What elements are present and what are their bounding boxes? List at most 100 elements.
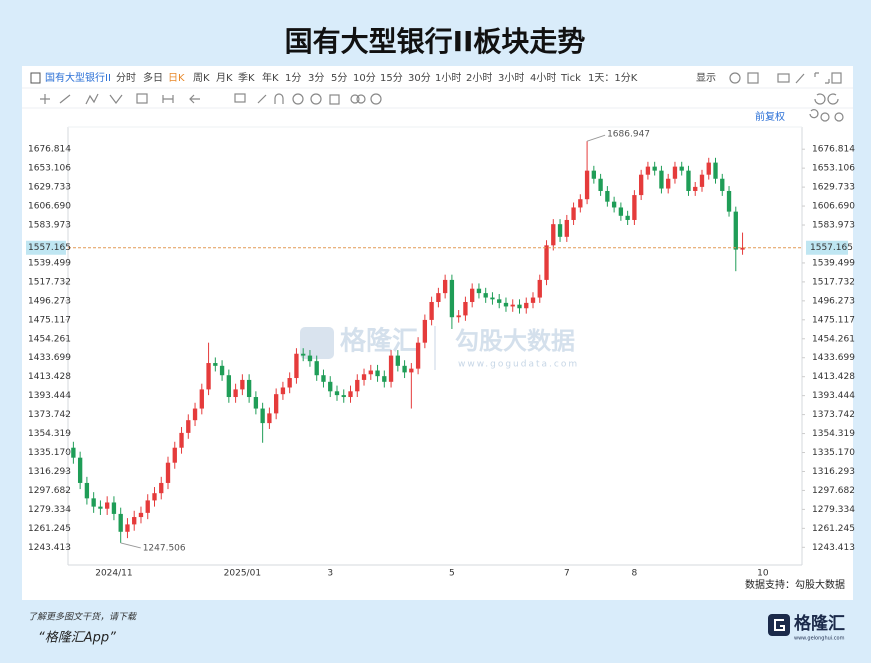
- tool-icon[interactable]: [109, 94, 123, 104]
- candle-body: [314, 361, 319, 376]
- tool-icon[interactable]: [356, 94, 366, 104]
- y-tick-label: 1517.732: [28, 277, 71, 287]
- tool-icon[interactable]: [329, 94, 340, 105]
- candle-body: [199, 389, 204, 409]
- candle-body: [361, 374, 367, 380]
- candle-body: [415, 342, 421, 369]
- candle-body: [442, 279, 448, 294]
- candle-body: [476, 288, 482, 294]
- tool-icon[interactable]: [274, 93, 284, 104]
- tool-icon[interactable]: [40, 94, 50, 104]
- candle-body: [368, 370, 373, 375]
- drawing-tools: [40, 72, 844, 122]
- toolbar-item[interactable]: 年K: [262, 71, 279, 84]
- panel-icon[interactable]: [831, 72, 842, 84]
- candle-body: [618, 207, 624, 216]
- candle-body: [429, 301, 434, 320]
- toolbar-item[interactable]: 1分: [285, 72, 301, 84]
- y2-tick-label: 1373.742: [812, 410, 855, 420]
- chart-panel: [22, 66, 853, 600]
- tool-icon[interactable]: [310, 93, 322, 105]
- candle-body: [395, 355, 400, 366]
- toolbar-item[interactable]: 季K: [238, 72, 255, 84]
- watermark: 格隆汇: [340, 326, 418, 357]
- camera-icon[interactable]: [777, 73, 790, 83]
- tool-icon[interactable]: [85, 93, 99, 105]
- low-annotation: 1247.506: [143, 543, 186, 553]
- toolbar-item[interactable]: 国有大型银行II: [45, 71, 111, 84]
- tool-icon[interactable]: [162, 95, 174, 103]
- toolbar-item[interactable]: 周K: [193, 72, 210, 84]
- pen-icon[interactable]: [795, 73, 805, 84]
- last-price-box: [26, 240, 66, 255]
- candle-body: [584, 170, 590, 200]
- x-tick-label: 3: [327, 569, 333, 579]
- toolbar-item[interactable]: 5分: [331, 72, 347, 84]
- toolbar-item[interactable]: 1小时: [435, 72, 461, 84]
- y2-tick-label: 1475.117: [812, 315, 855, 325]
- toolbar-item[interactable]: 3小时: [498, 72, 524, 84]
- tool-icon[interactable]: [59, 94, 71, 104]
- candle-body: [456, 315, 461, 318]
- candle-body: [490, 297, 495, 300]
- toolbar-item[interactable]: 3分: [308, 72, 324, 84]
- footer-line: 了解更多图文干货，请下载: [28, 612, 137, 623]
- page-title: 国有大型银行II板块走势: [285, 25, 586, 58]
- candle-body: [307, 355, 313, 362]
- candle-body: [125, 524, 130, 532]
- candle-body: [625, 215, 630, 220]
- reset-icon[interactable]: [809, 109, 819, 119]
- tool-icon[interactable]: [136, 93, 148, 104]
- candle-body: [402, 365, 407, 373]
- toolbar-item[interactable]: Tick: [560, 73, 581, 84]
- high-pointer: [586, 134, 606, 142]
- toolbar-item[interactable]: 分时: [116, 72, 136, 84]
- toolbar-item[interactable]: 显示: [696, 72, 716, 84]
- tool-icon[interactable]: [234, 93, 246, 103]
- settings-icon[interactable]: [729, 72, 741, 84]
- toolbar-item[interactable]: 30分: [408, 72, 431, 84]
- tool-icon[interactable]: [189, 94, 200, 104]
- x-tick-label: 10: [757, 569, 769, 579]
- toolbar-item[interactable]: 月K: [216, 72, 233, 84]
- candle-body: [226, 375, 232, 398]
- adjust-mode[interactable]: 前复权: [755, 110, 785, 123]
- fullscreen-icon[interactable]: [814, 72, 830, 84]
- zoom-in-icon[interactable]: [834, 112, 844, 122]
- redo-icon[interactable]: [827, 93, 839, 105]
- y-tick-label: 1454.261: [28, 334, 71, 344]
- candle-body: [672, 166, 678, 179]
- tool-icon[interactable]: [257, 94, 267, 104]
- candle-body: [699, 174, 705, 187]
- tool-icon[interactable]: [292, 93, 304, 105]
- y2-tick-label: 1261.245: [812, 524, 855, 534]
- candle-body: [720, 178, 725, 191]
- y2-tick-label: 1629.733: [812, 183, 855, 193]
- candle-body: [71, 447, 76, 458]
- tool-icon[interactable]: [370, 93, 382, 105]
- toolbar-item[interactable]: 多日: [143, 71, 163, 84]
- toolbar-item[interactable]: 1天：1分K: [588, 72, 638, 84]
- zoom-out-icon[interactable]: [820, 112, 830, 122]
- y2-tick-label: 1393.444: [812, 391, 855, 401]
- candle-body: [530, 297, 536, 303]
- candle-body: [233, 389, 238, 398]
- toolbar-item[interactable]: 2小时: [466, 72, 492, 84]
- candle-body: [713, 162, 718, 179]
- layout-icon[interactable]: [747, 72, 759, 84]
- toolbar-item[interactable]: 15分: [380, 72, 403, 84]
- y2-tick-label: 1606.690: [812, 202, 855, 212]
- sidebar-icon[interactable]: [30, 72, 41, 84]
- tool-icon[interactable]: [350, 94, 360, 104]
- candle-body: [638, 174, 644, 196]
- candle-body: [517, 304, 522, 309]
- candle-body: [179, 432, 184, 448]
- candle-body: [321, 375, 326, 382]
- toolbar-item[interactable]: 日K: [168, 73, 185, 84]
- undo-icon[interactable]: [814, 93, 826, 105]
- y-tick-label: 1243.413: [28, 543, 71, 553]
- y-tick-label: 1475.117: [28, 315, 71, 325]
- toolbar-item[interactable]: 4小时: [530, 72, 556, 84]
- last-price-box: [806, 240, 848, 255]
- toolbar-item[interactable]: 10分: [353, 72, 376, 84]
